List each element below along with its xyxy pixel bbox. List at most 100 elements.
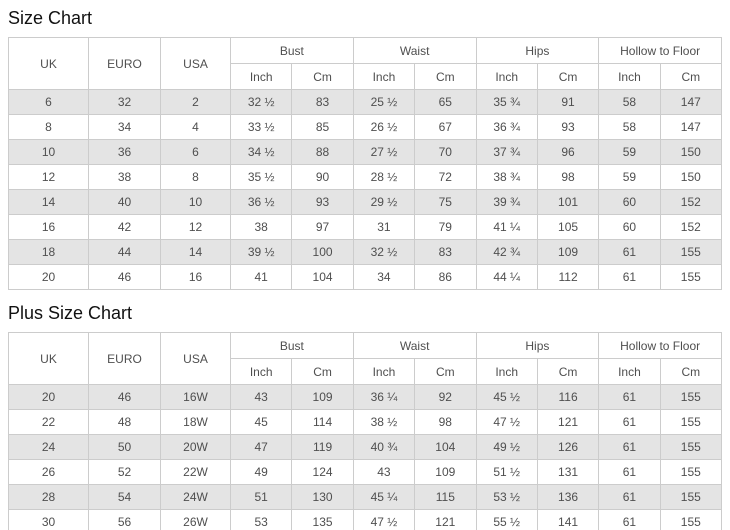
table-cell: 12 (160, 214, 231, 240)
table-cell: 38 (229, 214, 293, 240)
table-row: 16 42 12 38 97 31 79 41 ¼ 105 60 152 (8, 214, 723, 240)
table-row: 20 46 16W 43 109 36 ¼ 92 45 ½ 116 61 155 (8, 384, 723, 410)
table-cell: 155 (659, 239, 723, 265)
column-header-hips-cm: Cm (536, 358, 600, 385)
table-cell: 119 (291, 434, 354, 460)
table-cell: 100 (291, 239, 354, 265)
table-cell: 10 (8, 139, 89, 165)
table-cell: 28 ½ (352, 164, 416, 190)
table-cell: 26W (160, 509, 231, 530)
table-cell: 147 (659, 114, 723, 140)
table-cell: 42 ¾ (475, 239, 538, 265)
table-cell: 141 (536, 509, 600, 530)
table-cell: 47 ½ (352, 509, 416, 530)
size-chart-table-head: UK EURO USA Bust Waist Hips Hollow to Fl… (8, 37, 723, 90)
column-header-bust-inch: Inch (229, 63, 293, 90)
table-cell: 56 (88, 509, 161, 530)
column-group-header-waist: Waist (352, 37, 477, 64)
table-cell: 6 (8, 89, 89, 115)
table-cell: 155 (659, 434, 723, 460)
table-cell: 49 (229, 459, 293, 485)
column-header-hollow-cm: Cm (659, 63, 723, 90)
table-cell: 36 ¾ (475, 114, 538, 140)
table-cell: 39 ¾ (475, 189, 538, 215)
table-cell: 88 (291, 139, 354, 165)
table-cell: 85 (291, 114, 354, 140)
table-cell: 104 (291, 264, 354, 290)
table-cell: 18 (8, 239, 89, 265)
table-cell: 61 (598, 459, 661, 485)
table-cell: 12 (8, 164, 89, 190)
table-cell: 54 (88, 484, 161, 510)
table-cell: 10 (160, 189, 231, 215)
table-cell: 155 (659, 459, 723, 485)
table-cell: 48 (88, 409, 161, 435)
table-cell: 155 (659, 384, 723, 410)
table-cell: 61 (598, 239, 661, 265)
table-cell: 14 (8, 189, 89, 215)
table-cell: 26 (8, 459, 89, 485)
table-cell: 61 (598, 384, 661, 410)
table-cell: 98 (536, 164, 600, 190)
table-cell: 136 (536, 484, 600, 510)
table-cell: 97 (291, 214, 354, 240)
table-cell: 46 (88, 264, 161, 290)
table-header-row: UK EURO USA Bust Waist Hips Hollow to Fl… (8, 37, 722, 90)
table-cell: 93 (291, 189, 354, 215)
table-cell: 130 (291, 484, 354, 510)
table-cell: 33 ½ (229, 114, 293, 140)
table-cell: 150 (659, 164, 723, 190)
column-header-euro: EURO (88, 332, 161, 385)
table-cell: 30 (8, 509, 89, 530)
table-subheader-row: Inch Cm Inch Cm Inch Cm Inch Cm (9, 358, 723, 385)
table-row: 14 40 10 36 ½ 93 29 ½ 75 39 ¾ 101 60 152 (8, 189, 723, 215)
column-header-waist-cm: Cm (414, 63, 477, 90)
table-cell: 51 (229, 484, 293, 510)
table-cell: 41 (229, 264, 293, 290)
table-cell: 38 (88, 164, 161, 190)
table-cell: 2 (160, 89, 231, 115)
table-cell: 8 (160, 164, 231, 190)
column-header-hollow-cm: Cm (659, 358, 723, 385)
table-cell: 53 (229, 509, 293, 530)
table-cell: 45 ½ (475, 384, 538, 410)
column-group-header-waist: Waist (352, 332, 477, 359)
table-cell: 36 ¼ (352, 384, 416, 410)
size-chart-table-body: 6 32 2 32 ½ 83 25 ½ 65 35 ¾ 91 58 147 8 34 4 33 ½ 85 26 … (8, 89, 723, 290)
table-cell: 52 (88, 459, 161, 485)
table-cell: 61 (598, 484, 661, 510)
table-cell: 38 ½ (352, 409, 416, 435)
table-cell: 121 (536, 409, 600, 435)
table-cell: 14 (160, 239, 231, 265)
table-cell: 109 (414, 459, 477, 485)
table-cell: 124 (291, 459, 354, 485)
table-cell: 16 (8, 214, 89, 240)
table-cell: 61 (598, 434, 661, 460)
table-cell: 60 (598, 189, 661, 215)
column-header-waist-inch: Inch (352, 63, 416, 90)
table-cell: 45 ¼ (352, 484, 416, 510)
table-cell: 20 (8, 264, 89, 290)
table-cell: 61 (598, 264, 661, 290)
table-cell: 43 (352, 459, 416, 485)
plus-size-chart-table-head: UK EURO USA Bust Waist Hips Hollow to Fl… (8, 332, 723, 385)
table-cell: 121 (414, 509, 477, 530)
column-header-hollow-inch: Inch (598, 358, 661, 385)
table-cell: 53 ½ (475, 484, 538, 510)
column-header-euro: EURO (88, 37, 161, 90)
column-group-header-bust: Bust (230, 37, 354, 64)
table-cell: 6 (160, 139, 231, 165)
table-cell: 34 (352, 264, 416, 290)
table-cell: 37 ¾ (475, 139, 538, 165)
table-cell: 24 (8, 434, 89, 460)
table-cell: 42 (88, 214, 161, 240)
table-cell: 104 (414, 434, 477, 460)
table-cell: 16 (160, 264, 231, 290)
table-cell: 36 ½ (229, 189, 293, 215)
table-cell: 59 (598, 164, 661, 190)
table-cell: 16W (160, 384, 231, 410)
table-cell: 116 (536, 384, 600, 410)
table-cell: 90 (291, 164, 354, 190)
table-cell: 4 (160, 114, 231, 140)
